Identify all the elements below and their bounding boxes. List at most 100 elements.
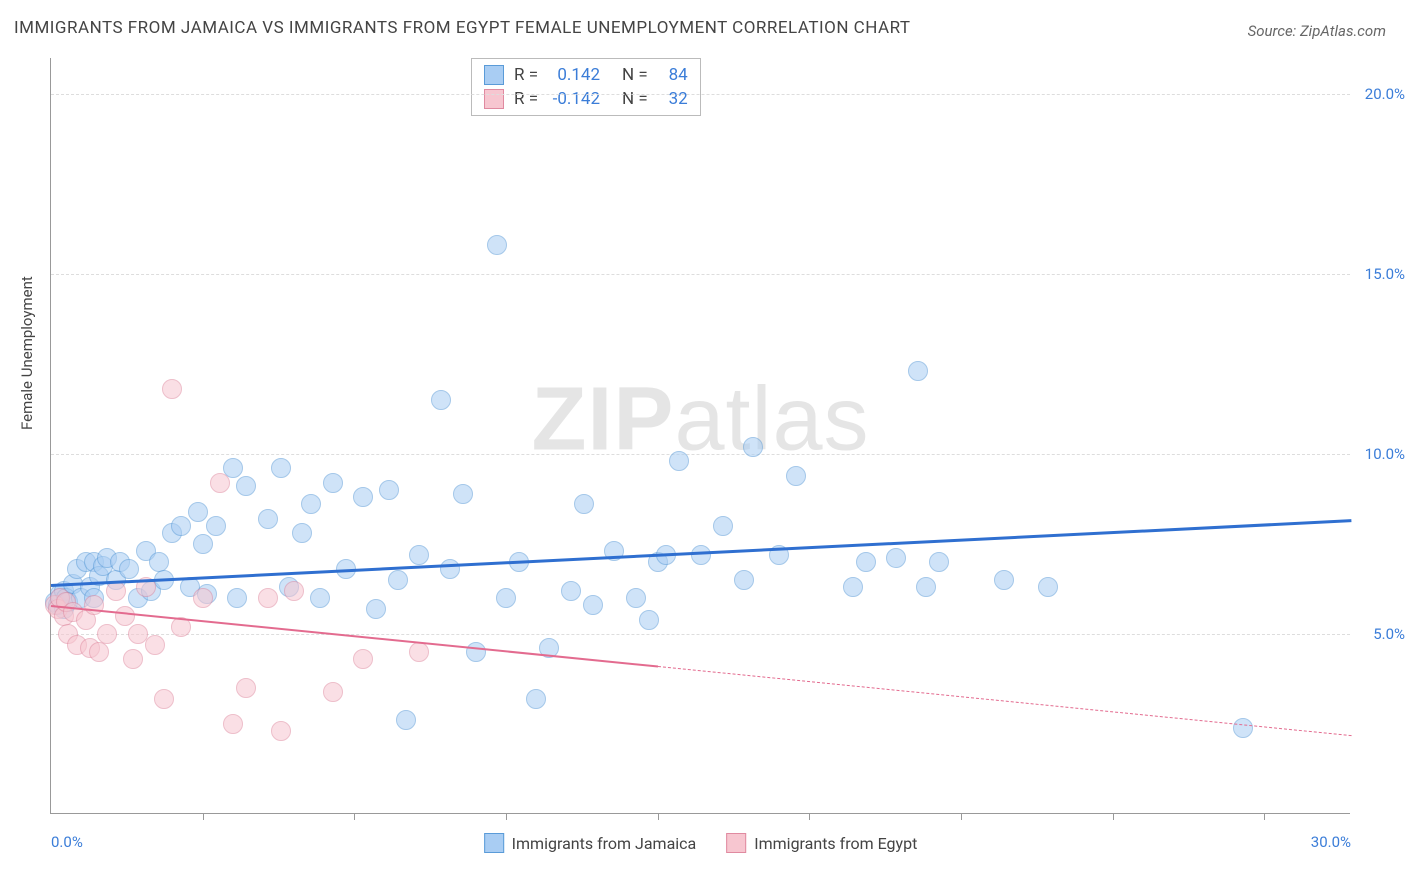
scatter-point [210, 473, 230, 493]
scatter-point [223, 714, 243, 734]
scatter-point [353, 487, 373, 507]
scatter-point [453, 484, 473, 504]
legend-item: Immigrants from Egypt [726, 833, 917, 853]
x-tick-label: 30.0% [1311, 833, 1351, 851]
scatter-point [487, 235, 507, 255]
chart-legend: Immigrants from Jamaica Immigrants from E… [484, 833, 918, 853]
scatter-point [994, 570, 1014, 590]
scatter-point [284, 581, 304, 601]
x-tick-mark [809, 813, 810, 820]
scatter-point [310, 588, 330, 608]
stat-row: R = -0.142 N = 32 [484, 87, 688, 111]
scatter-point [106, 581, 126, 601]
scatter-point [188, 502, 208, 522]
scatter-point [669, 451, 689, 471]
stat-n-label: N = [622, 89, 648, 109]
legend-swatch [484, 833, 504, 853]
scatter-point [583, 595, 603, 615]
scatter-point [440, 559, 460, 579]
x-tick-mark [354, 813, 355, 820]
x-tick-label: 0.0% [51, 833, 83, 851]
x-tick-mark [1264, 813, 1265, 820]
scatter-point [908, 361, 928, 381]
scatter-point [271, 458, 291, 478]
scatter-point [149, 552, 169, 572]
x-tick-mark [961, 813, 962, 820]
chart-title: IMMIGRANTS FROM JAMAICA VS IMMIGRANTS FR… [14, 18, 911, 38]
x-tick-mark [1113, 813, 1114, 820]
gridline [51, 274, 1350, 275]
scatter-point [171, 516, 191, 536]
scatter-point [786, 466, 806, 486]
scatter-point [929, 552, 949, 572]
scatter-point [292, 523, 312, 543]
scatter-point [388, 570, 408, 590]
scatter-point [691, 545, 711, 565]
stat-r-label: R = [514, 65, 538, 85]
scatter-point [1233, 718, 1253, 738]
scatter-point [574, 494, 594, 514]
scatter-point [301, 494, 321, 514]
scatter-point [886, 548, 906, 568]
stat-n-value: 32 [658, 89, 688, 109]
scatter-point [154, 689, 174, 709]
scatter-point [353, 649, 373, 669]
y-tick-label: 15.0% [1365, 265, 1405, 283]
stat-swatch [484, 65, 504, 85]
scatter-point [97, 624, 117, 644]
x-tick-mark [203, 813, 204, 820]
scatter-point [409, 642, 429, 662]
gridline [51, 454, 1350, 455]
scatter-point [561, 581, 581, 601]
scatter-point [496, 588, 516, 608]
x-tick-mark [658, 813, 659, 820]
scatter-point [258, 588, 278, 608]
x-tick-mark [506, 813, 507, 820]
stat-swatch [484, 89, 504, 109]
stat-r-label: R = [514, 89, 538, 109]
legend-label: Immigrants from Jamaica [512, 834, 697, 853]
scatter-point [115, 606, 135, 626]
stat-r-value: 0.142 [548, 65, 600, 85]
scatter-point [1038, 577, 1058, 597]
gridline [51, 634, 1350, 635]
stat-r-value: -0.142 [548, 89, 600, 109]
scatter-point [713, 516, 733, 536]
gridline [51, 94, 1350, 95]
trend-line [51, 519, 1351, 586]
scatter-point [84, 595, 104, 615]
scatter-point [379, 480, 399, 500]
legend-label: Immigrants from Egypt [754, 834, 917, 853]
scatter-point [206, 516, 226, 536]
y-tick-label: 10.0% [1365, 445, 1405, 463]
scatter-point [431, 390, 451, 410]
scatter-point [366, 599, 386, 619]
scatter-point [162, 379, 182, 399]
scatter-point [396, 710, 416, 730]
scatter-point [323, 682, 343, 702]
scatter-point [193, 588, 213, 608]
correlation-stat-box: R = 0.142 N = 84 R = -0.142 N = 32 [471, 58, 701, 116]
scatter-point [743, 437, 763, 457]
scatter-point [258, 509, 278, 529]
scatter-point [856, 552, 876, 572]
scatter-point [323, 473, 343, 493]
stat-n-value: 84 [658, 65, 688, 85]
source-label: Source: ZipAtlas.com [1248, 22, 1386, 40]
scatter-point [123, 649, 143, 669]
scatter-point [236, 476, 256, 496]
scatter-point [271, 721, 291, 741]
legend-swatch [726, 833, 746, 853]
scatter-point [843, 577, 863, 597]
scatter-point [466, 642, 486, 662]
scatter-point [119, 559, 139, 579]
trend-line-dashed [658, 666, 1351, 736]
stat-n-label: N = [622, 65, 648, 85]
legend-item: Immigrants from Jamaica [484, 833, 697, 853]
scatter-point [526, 689, 546, 709]
y-axis-label: Female Unemployment [18, 276, 36, 430]
stat-row: R = 0.142 N = 84 [484, 63, 688, 87]
y-tick-label: 5.0% [1373, 625, 1405, 643]
scatter-point [639, 610, 659, 630]
scatter-point [626, 588, 646, 608]
